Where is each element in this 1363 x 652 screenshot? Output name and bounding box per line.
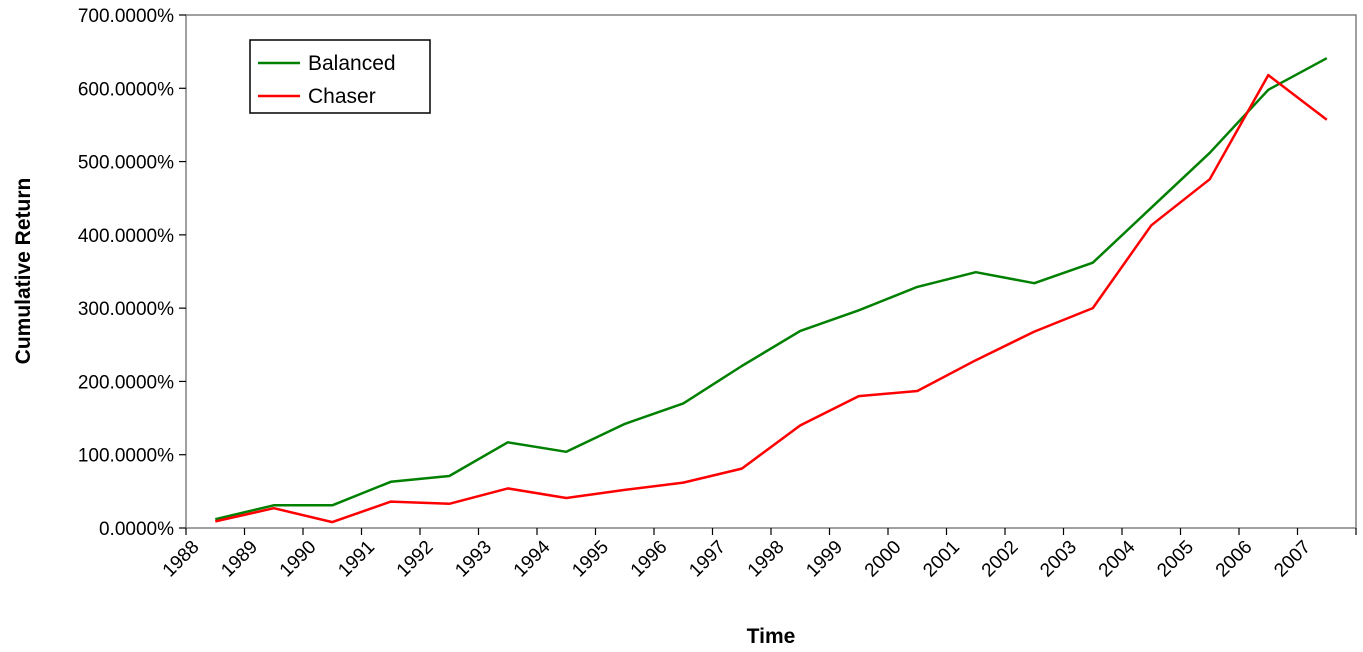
x-tick-label: 1991 <box>334 537 379 582</box>
y-tick-label: 100.0000% <box>78 446 174 467</box>
y-tick-label: 700.0000% <box>78 6 174 27</box>
series-line-balanced <box>215 57 1328 521</box>
x-tick-label: 2001 <box>919 537 964 582</box>
x-tick-label: 2004 <box>1095 536 1140 581</box>
y-tick-label: 200.0000% <box>78 372 174 393</box>
x-tick-label: 1996 <box>627 537 672 582</box>
series-lines <box>215 57 1328 524</box>
y-tick-label: 400.0000% <box>78 226 174 247</box>
x-tick-label: 1988 <box>159 537 204 582</box>
x-tick-label: 2003 <box>1036 537 1081 582</box>
series-line-chaser <box>215 73 1328 524</box>
x-tick-label: 1989 <box>217 537 262 582</box>
x-tick-label: 2000 <box>861 537 906 582</box>
x-tick-label: 2007 <box>1270 537 1315 582</box>
x-tick-label: 2005 <box>1153 537 1198 582</box>
x-tick-label: 1993 <box>451 537 496 582</box>
x-axis-title: Time <box>747 625 796 648</box>
x-tick-label: 1992 <box>393 537 438 582</box>
y-axis: 0.0000% 100.0000% 200.0000% 300.0000% 400.00… <box>78 6 186 540</box>
y-tick-label: 300.0000% <box>78 299 174 320</box>
y-axis-title: Cumulative Return <box>12 178 35 365</box>
y-tick-label: 0.0000% <box>99 519 174 540</box>
legend-box <box>249 39 431 114</box>
x-tick-label: 2002 <box>978 537 1023 582</box>
legend-label-balanced: Balanced <box>308 52 396 75</box>
y-tick-label: 500.0000% <box>78 153 174 174</box>
legend: Balanced Chaser <box>249 39 431 114</box>
x-tick-label: 1994 <box>510 536 555 581</box>
x-tick-label: 1998 <box>744 537 789 582</box>
x-axis: 1988 1989 1990 1991 1992 1993 1994 1995 1996 1997… <box>159 528 1357 582</box>
x-tick-label: 2006 <box>1212 537 1257 582</box>
x-tick-label: 1997 <box>685 537 730 582</box>
x-tick-label: 1995 <box>568 537 613 582</box>
x-tick-label: 1990 <box>276 537 321 582</box>
y-tick-label: 600.0000% <box>78 79 174 100</box>
legend-label-chaser: Chaser <box>308 85 376 108</box>
x-tick-label: 1999 <box>802 537 847 582</box>
